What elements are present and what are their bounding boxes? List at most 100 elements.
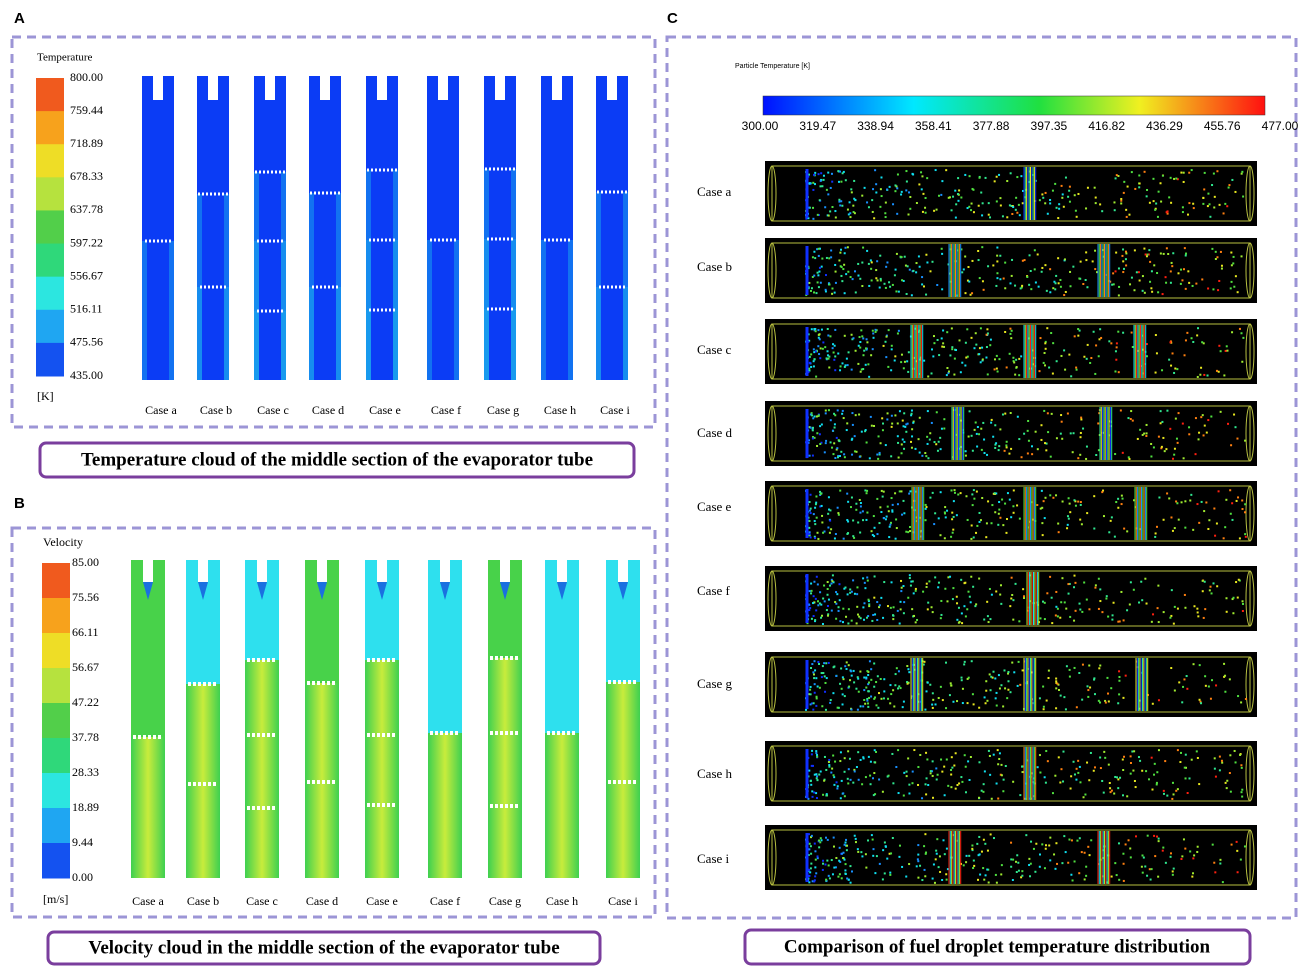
droplet [1239,754,1241,756]
droplet [846,845,848,847]
droplet [1125,252,1127,254]
droplet [1063,835,1065,837]
tube-notch [257,560,267,582]
droplet [1173,868,1175,870]
droplet [818,271,820,273]
droplet [897,442,899,444]
droplet [818,248,820,250]
droplet [1178,412,1180,414]
droplet [844,844,846,846]
droplet [1160,201,1162,203]
droplet [926,261,928,263]
droplet [1109,782,1111,784]
droplet [1077,772,1079,774]
droplet [1203,374,1205,376]
droplet [856,593,858,595]
droplet [1197,615,1199,617]
droplet [1082,283,1084,285]
droplet [849,201,851,203]
droplet [988,750,990,752]
droplet [892,203,894,205]
case-label: Case i [608,894,638,908]
droplet [979,277,981,279]
droplet [908,351,910,353]
droplet [873,217,875,219]
droplet [839,204,841,206]
droplet [855,350,857,352]
droplet [1041,522,1043,524]
droplet [1018,870,1020,872]
droplet [1076,706,1078,708]
droplet [891,415,893,417]
droplet [978,578,980,580]
droplet [973,860,975,862]
droplet [865,364,867,366]
colorbar-title: Temperature [37,52,93,64]
droplet [988,214,990,216]
droplet [950,682,952,684]
droplet [831,580,833,582]
droplet [852,535,854,537]
droplet [971,493,973,495]
droplet [849,216,851,218]
droplet [1005,444,1007,446]
droplet [827,358,829,360]
droplet [1207,528,1209,530]
droplet [872,534,874,536]
droplet [1010,412,1012,414]
droplet [1213,206,1215,208]
tube-lower [488,658,522,878]
droplet [862,606,864,608]
droplet [1011,275,1013,277]
droplet [1006,366,1008,368]
droplet [970,576,972,578]
droplet [1188,202,1190,204]
droplet [901,354,903,356]
droplet [872,614,874,616]
droplet [1001,764,1003,766]
droplet [809,871,811,873]
droplet [874,613,876,615]
droplet [815,705,817,707]
droplet [1048,677,1050,679]
droplet [1121,503,1123,505]
droplet [1087,685,1089,687]
droplet [868,206,870,208]
colorbar-tick-label: 300.00 [742,119,779,133]
droplet [894,684,896,686]
droplet [870,761,872,763]
droplet [1171,798,1173,800]
droplet [828,764,830,766]
droplet [810,366,812,368]
droplet [1075,505,1077,507]
droplet [1139,280,1141,282]
droplet [1219,863,1221,865]
droplet [1070,874,1072,876]
row-background [765,238,1257,303]
droplet [1052,190,1054,192]
droplet [1170,177,1172,179]
droplet [910,441,912,443]
droplet [979,874,981,876]
droplet [1176,368,1178,370]
droplet [941,771,943,773]
droplet [918,255,920,257]
droplet [981,246,983,248]
velocity-tube [428,560,462,878]
droplet [954,358,956,360]
droplet [1228,187,1230,189]
droplet [975,532,977,534]
droplet [1056,683,1058,685]
droplet [1183,838,1185,840]
droplet [830,187,832,189]
droplet [1099,203,1101,205]
colorbar-band [36,210,64,244]
droplet [943,766,945,768]
droplet [966,855,968,857]
droplet [905,531,907,533]
droplet [939,855,941,857]
droplet [1133,589,1135,591]
droplet [873,848,875,850]
droplet [925,197,927,199]
droplet [984,452,986,454]
